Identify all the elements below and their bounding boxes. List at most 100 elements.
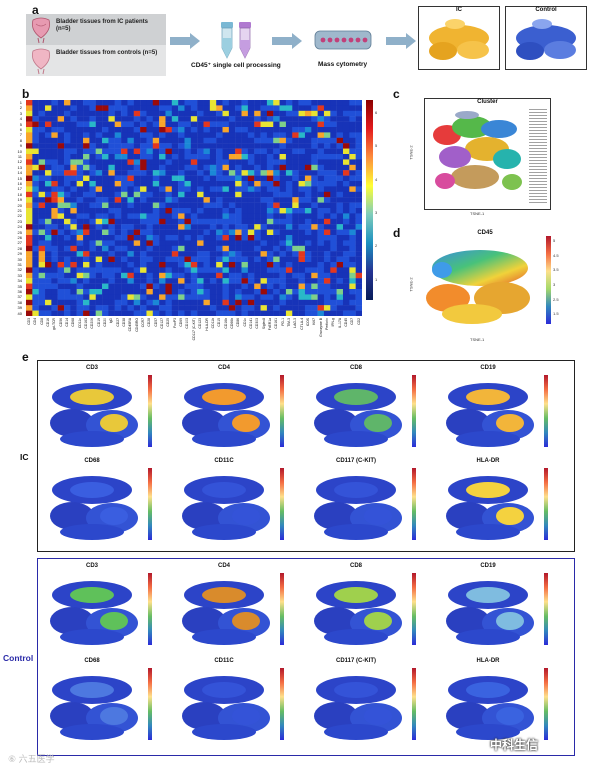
heatmap-cell [317,143,325,149]
heatmap-cell [38,208,46,214]
heatmap-cell [184,116,192,122]
heatmap-cell [260,137,268,144]
heatmap-cell [279,310,287,316]
heatmap-cell [127,181,134,187]
heatmap-cell [76,137,84,144]
heatmap-cell [298,213,306,219]
heatmap-cell [51,105,58,111]
heatmap-cell [254,294,261,300]
heatmap-cell [241,170,249,176]
marker-map-points [182,476,270,540]
colorbar-tick: 3 [375,210,378,215]
heatmap-cell [127,278,134,284]
heatmap-cell [330,299,337,306]
heatmap-column-label: gd-TCR [52,318,57,330]
heatmap-cell [254,240,261,246]
heatmap-cell [247,256,255,263]
heatmap-column-label: CD45RA [128,318,133,332]
heatmap-cell [51,202,58,209]
heatmap-cell [222,202,230,209]
heatmap-cell [254,191,261,198]
heatmap-cell [190,262,198,268]
heatmap-cell [89,154,96,160]
heatmap-cell [114,251,122,257]
heatmap-cell [38,181,46,187]
heatmap-cell [285,105,293,111]
heatmap-row-label: 36 [17,289,22,294]
heatmap-cell [209,267,217,273]
heatmap-cell [323,105,331,111]
heatmap-cell [114,299,122,306]
heatmap-cell [95,127,103,133]
heatmap-cell [260,175,268,182]
heatmap-cell [83,137,90,144]
heatmap-cell [171,278,179,284]
marker-map-colorbar [280,375,284,447]
heatmap-cell [127,262,134,268]
heatmap-cell [51,299,58,306]
heatmap-cell [57,240,65,246]
heatmap-cell [184,305,192,311]
heatmap-cell [203,278,211,284]
heatmap-cell [57,218,65,225]
heatmap-row-label: 7 [19,132,22,138]
heatmap-cell [165,159,173,165]
heatmap-cell [222,272,230,279]
heatmap-cell [222,175,230,182]
heatmap-cell [260,235,268,241]
heatmap-cell [279,100,287,106]
heatmap-cell [83,164,90,171]
heatmap-cell [190,191,198,198]
heatmap-cell [178,191,185,198]
heatmap-cell [45,170,52,176]
heatmap-cell [51,164,58,171]
heatmap-cell [317,208,325,214]
heatmap-cell [228,224,236,230]
heatmap-cell [108,143,115,149]
heatmap-cell [349,116,356,122]
heatmap-column-label: CD38 [122,318,127,327]
heatmap-cell [51,245,58,252]
heatmap-cell [70,175,77,182]
heatmap-cell [127,240,134,246]
heatmap-cell [241,251,249,257]
control-tissue-label: Bladder tissues from controls (n=5) [56,50,158,56]
heatmap-cell [26,213,33,219]
heatmap-cell [273,181,280,187]
heatmap-cell [26,294,33,300]
heatmap-cell [292,213,299,219]
heatmap-cell [266,310,274,316]
heatmap-cell [216,164,223,171]
heatmap-cell [279,105,287,111]
heatmap-cell [273,294,280,300]
heatmap-cell [273,278,280,284]
heatmap-cell [83,154,90,160]
heatmap-cell [159,262,166,268]
heatmap-cell [311,229,318,236]
heatmap-cell [152,100,160,106]
heatmap-cell [57,310,65,316]
heatmap-cell [108,305,115,311]
heatmap-cell [216,143,223,149]
heatmap-cell [273,121,280,128]
heatmap-cell [70,105,77,111]
heatmap-cell [254,278,261,284]
heatmap-cell [178,251,185,257]
heatmap-cell [254,105,261,111]
heatmap-cell [184,132,192,138]
heatmap-cell [159,110,166,117]
heatmap-cell [247,105,255,111]
heatmap-cell [64,267,71,273]
heatmap-cell [254,272,261,279]
marker-tsne-map: CD3 [42,365,166,453]
heatmap-cell [203,148,211,155]
heatmap-cell [304,208,312,214]
heatmap-cell [216,154,223,160]
heatmap-cell [311,218,318,225]
heatmap-cell [38,164,46,171]
heatmap-cell [45,213,52,219]
heatmap-cell [159,197,166,203]
heatmap-cell [152,137,160,144]
heatmap-cell [70,148,77,155]
heatmap-cell [323,235,331,241]
